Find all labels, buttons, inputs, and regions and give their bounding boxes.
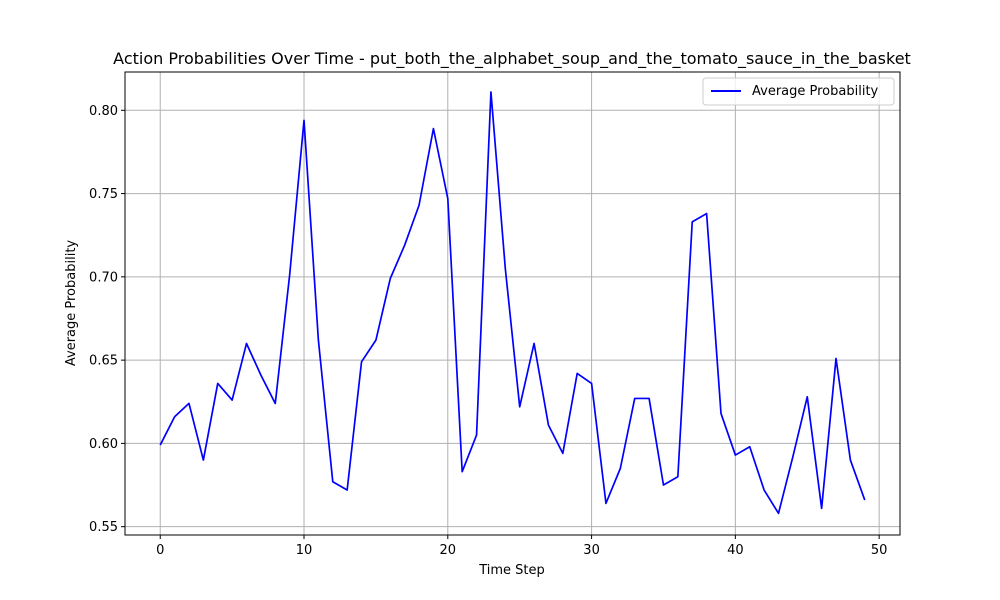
legend-box: [702, 77, 895, 106]
series-layer: [159, 91, 866, 515]
y-tick-label: 0.65: [89, 354, 118, 369]
x-tick-label: 20: [440, 543, 457, 558]
x-tick-label: 0: [156, 543, 164, 558]
x-tick-label: 50: [871, 543, 888, 558]
y-axis: 0.55 0.60 0.65 0.70 0.75 0.80: [89, 104, 125, 535]
y-tick-label: 0.80: [89, 104, 118, 119]
chart-title: Action Probabilities Over Time - put_bot…: [113, 49, 911, 69]
x-axis: 0 10 20 30 40 50: [156, 535, 887, 558]
x-tick-label: 40: [727, 543, 744, 558]
y-tick-label: 0.70: [89, 270, 118, 285]
y-tick-label: 0.60: [89, 437, 118, 452]
y-axis-label: Average Probability: [64, 240, 79, 367]
y-tick-label: 0.55: [89, 520, 118, 535]
legend: Average Probability: [702, 77, 895, 106]
series-line: [159, 91, 866, 515]
y-tick-label: 0.75: [89, 187, 118, 202]
x-tick-label: 30: [583, 543, 600, 558]
plot-frame: [124, 71, 901, 536]
x-axis-label: Time Step: [478, 563, 545, 578]
legend-label: Average Probability: [752, 84, 879, 99]
x-tick-label: 10: [296, 543, 313, 558]
